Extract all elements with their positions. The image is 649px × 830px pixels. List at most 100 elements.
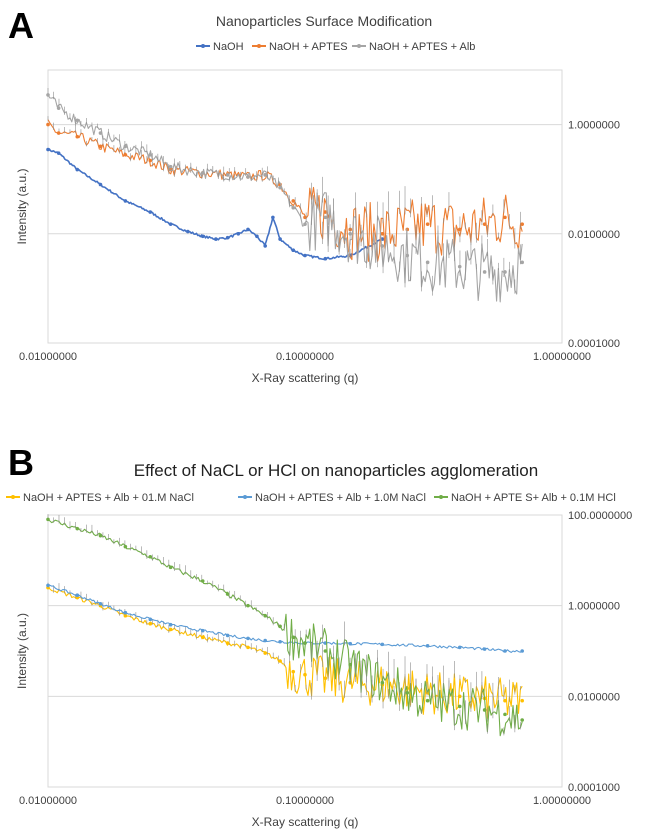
data-point xyxy=(520,222,524,226)
data-point xyxy=(75,167,80,172)
data-point xyxy=(425,260,430,265)
legend-marker xyxy=(357,44,361,48)
data-point xyxy=(405,690,410,695)
data-point xyxy=(303,253,307,258)
legend-label: NaOH + APTES xyxy=(269,41,348,53)
data-point xyxy=(246,603,250,608)
data-point xyxy=(303,672,307,677)
data-point xyxy=(246,175,250,179)
legend-item: NaOH xyxy=(196,41,244,53)
data-point xyxy=(168,164,173,169)
data-point xyxy=(425,698,430,703)
data-point xyxy=(225,592,230,596)
data-point xyxy=(46,583,50,588)
data-point xyxy=(246,227,250,232)
data-point xyxy=(148,210,153,214)
chart-a-plot: 0.0001000 0.0100000 1.0000000 0.01000000 0.1… xyxy=(19,69,620,363)
data-point xyxy=(98,144,103,149)
y-tick-label: 100.0000000 xyxy=(568,510,632,522)
data-point xyxy=(278,185,282,190)
panel-letter-a: A xyxy=(8,5,34,46)
chart-a-xlabel: X-Ray scattering (q) xyxy=(252,371,359,385)
data-point xyxy=(278,237,282,241)
x-tick-label: 0.01000000 xyxy=(19,795,77,807)
data-point xyxy=(214,237,218,241)
data-point xyxy=(46,147,50,152)
legend-item: NaOH + APTES + Alb + 1.0M NaCl xyxy=(238,492,426,504)
data-point xyxy=(271,215,275,220)
data-point xyxy=(75,526,80,531)
data-point xyxy=(323,676,328,681)
data-point xyxy=(520,698,524,703)
y-tick-label: 1.0000000 xyxy=(568,601,620,613)
data-point xyxy=(56,151,61,155)
data-point xyxy=(457,694,462,699)
data-point xyxy=(457,645,462,650)
chart-a-title: Nanoparticles Surface Modification xyxy=(216,13,432,29)
x-tick-label: 0.10000000 xyxy=(276,351,334,363)
series-line xyxy=(47,148,384,261)
data-point xyxy=(148,621,153,626)
chart-b-legend: NaOH + APTES + Alb + 01.M NaCl NaOH + APT… xyxy=(6,492,616,504)
data-point xyxy=(291,635,296,640)
data-point xyxy=(291,669,296,674)
data-point xyxy=(98,131,103,135)
data-point xyxy=(200,635,205,640)
data-point xyxy=(225,633,230,638)
legend-label: NaOH + APTES + Alb + 1.0M NaCl xyxy=(255,492,426,504)
series-line xyxy=(47,119,523,262)
legend-marker xyxy=(201,44,205,48)
legend-label: NaOH xyxy=(213,41,244,53)
series-0 xyxy=(46,147,385,261)
data-point xyxy=(200,579,205,583)
chart-b-ylabel: Intensity (a.u.) xyxy=(15,613,29,689)
data-point xyxy=(56,106,61,110)
data-point xyxy=(457,227,462,232)
legend-marker xyxy=(439,495,443,499)
x-tick-label: 1.00000000 xyxy=(533,795,591,807)
y-tick-label: 0.0001000 xyxy=(568,782,620,794)
data-point xyxy=(168,622,173,627)
data-point xyxy=(263,613,267,618)
legend-label: NaOH + APTES + Alb + 01.M NaCl xyxy=(23,492,194,504)
data-point xyxy=(225,641,230,645)
data-point xyxy=(123,144,128,149)
data-point xyxy=(457,264,462,269)
legend-marker xyxy=(243,495,247,499)
data-point xyxy=(503,698,507,703)
x-tick-label: 1.00000000 xyxy=(533,351,591,363)
data-point xyxy=(503,215,507,220)
data-point xyxy=(291,199,296,203)
data-point xyxy=(348,662,353,667)
chart-b-title: Effect of NaCL or HCl on nanoparticles a… xyxy=(134,461,538,480)
data-point xyxy=(148,617,153,622)
data-point xyxy=(303,222,307,226)
x-tick-label: 0.01000000 xyxy=(19,351,77,363)
data-point xyxy=(98,601,103,606)
data-point xyxy=(263,651,267,655)
data-point xyxy=(425,644,430,648)
data-point xyxy=(148,152,153,157)
data-point xyxy=(123,199,128,203)
series-2 xyxy=(46,514,524,737)
data-point xyxy=(291,248,296,253)
data-point xyxy=(380,680,385,685)
data-point xyxy=(200,234,205,239)
legend-label: NaOH + APTE S+ Alb + 0.1M HCl xyxy=(451,492,616,504)
data-point xyxy=(291,205,296,210)
data-point xyxy=(425,222,430,226)
data-point xyxy=(148,158,153,163)
legend-marker xyxy=(257,44,261,48)
data-point xyxy=(323,649,328,653)
legend-item: NaOH + APTES xyxy=(252,41,348,53)
y-tick-label: 0.0100000 xyxy=(568,691,620,703)
series-0 xyxy=(46,582,524,722)
data-point xyxy=(520,260,524,265)
data-point xyxy=(263,244,267,248)
data-point xyxy=(200,171,205,175)
legend-item: NaOH + APTE S+ Alb + 0.1M HCl xyxy=(434,492,616,504)
data-point xyxy=(186,229,190,234)
data-point xyxy=(148,554,153,559)
data-point xyxy=(225,235,230,240)
data-point xyxy=(123,544,128,549)
